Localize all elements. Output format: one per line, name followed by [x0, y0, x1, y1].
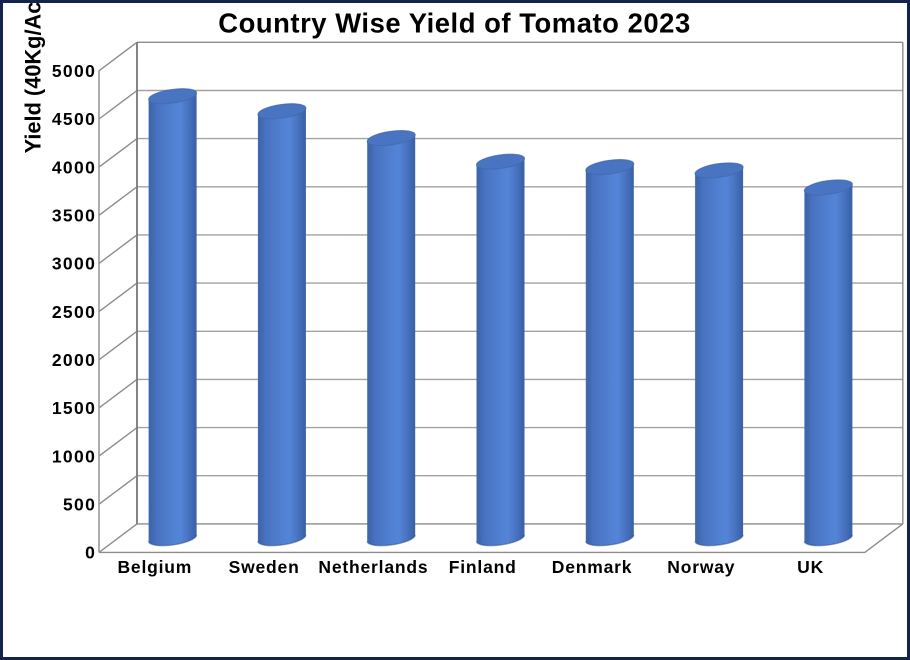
- svg-text:Yield (40Kg/Acre): Yield (40Kg/Acre): [21, 3, 46, 153]
- svg-text:Belgium: Belgium: [117, 557, 192, 577]
- svg-text:Norway: Norway: [667, 557, 735, 577]
- svg-text:2500: 2500: [52, 302, 96, 322]
- svg-text:Finland: Finland: [449, 557, 517, 577]
- svg-text:Sweden: Sweden: [229, 557, 300, 577]
- svg-text:1500: 1500: [52, 398, 96, 418]
- svg-text:1000: 1000: [52, 446, 96, 466]
- svg-text:3500: 3500: [52, 206, 96, 226]
- svg-text:Netherlands: Netherlands: [318, 557, 428, 577]
- svg-text:2000: 2000: [52, 350, 96, 370]
- svg-text:UK: UK: [797, 557, 824, 577]
- svg-text:5000: 5000: [52, 61, 96, 81]
- svg-text:0: 0: [85, 543, 96, 563]
- svg-text:4500: 4500: [52, 109, 96, 129]
- svg-text:Denmark: Denmark: [552, 557, 633, 577]
- svg-text:Country Wise Yield of Tomato 2: Country Wise Yield of Tomato 2023: [218, 7, 690, 38]
- svg-text:3000: 3000: [52, 254, 96, 274]
- svg-text:4000: 4000: [52, 157, 96, 177]
- svg-text:500: 500: [63, 494, 96, 514]
